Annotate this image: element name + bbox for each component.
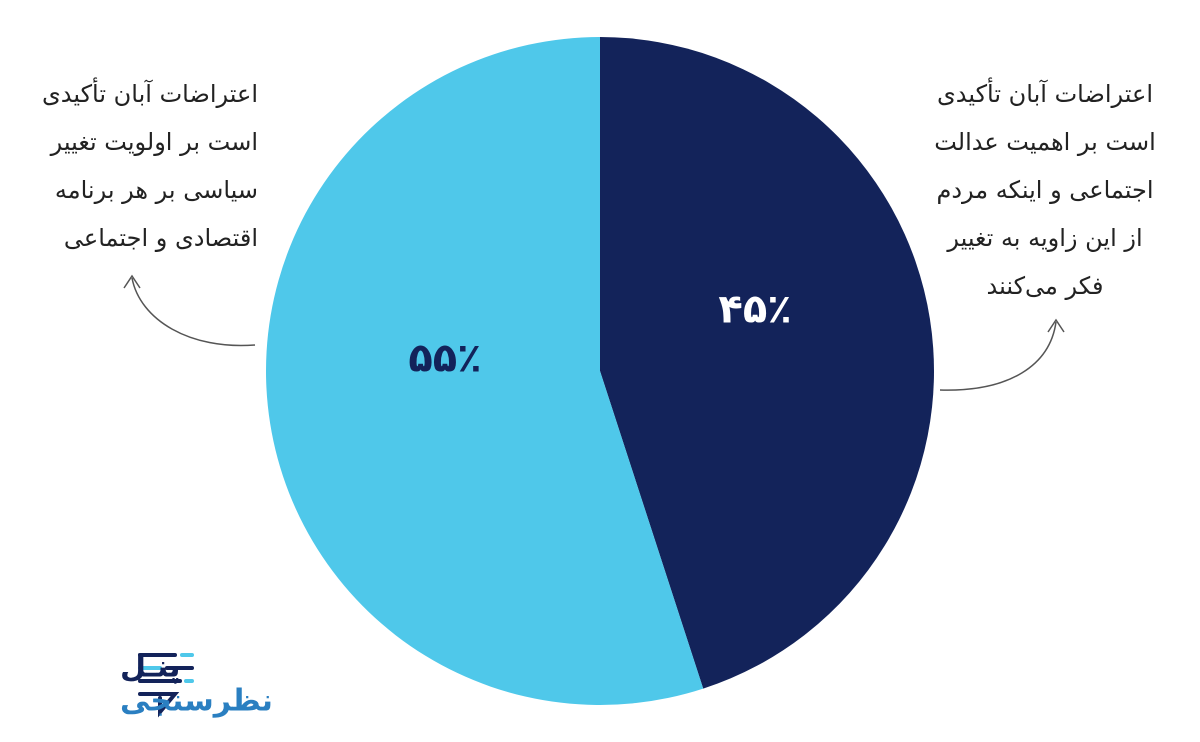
arrows (123, 274, 1065, 391)
pie-slice (266, 37, 704, 705)
annotation: اعتراضات آبان تأکیدی (937, 77, 1153, 108)
annotation: فکر می‌کنند (987, 272, 1104, 300)
pie-slice (600, 37, 935, 689)
arrow-left (131, 277, 256, 347)
logo-text: پنـل (120, 650, 181, 685)
arrowhead-left (123, 274, 141, 289)
arrowhead-right (1047, 318, 1065, 333)
arrow-right (939, 321, 1057, 391)
annotation: است بر اهمیت عدالت (934, 128, 1156, 156)
annotation: از این زاویه به تغییر (946, 224, 1142, 252)
annotation: اجتماعی و اینکه مردم (936, 176, 1153, 204)
data-label: ۴۵٪ (718, 286, 791, 332)
annotation: است بر اولویت تغییر (50, 128, 258, 156)
logo-icon (138, 653, 194, 718)
annotation: اعتراضات آبان تأکیدی (42, 77, 258, 108)
annotation: اقتصادی و اجتماعی (64, 224, 258, 252)
data-label: ۵۵٪ (408, 336, 481, 382)
logo-text: نظرسنجی (120, 684, 273, 719)
annotation: سیاسی بر هر برنامه (55, 176, 258, 204)
